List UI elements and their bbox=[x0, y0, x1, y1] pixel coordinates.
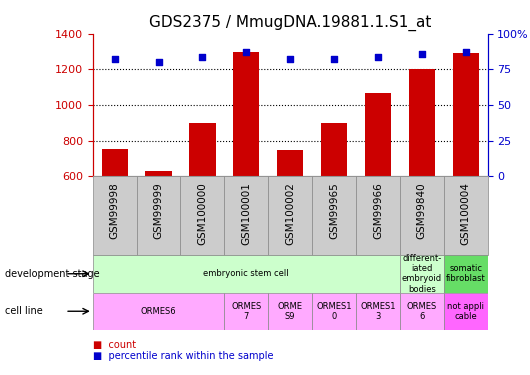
Bar bbox=[233, 52, 260, 283]
Bar bbox=[321, 123, 347, 283]
Bar bbox=[277, 150, 303, 283]
Text: somatic
fibroblast: somatic fibroblast bbox=[446, 264, 485, 284]
Bar bbox=[224, 176, 268, 255]
Text: GSM99965: GSM99965 bbox=[329, 183, 339, 239]
Point bbox=[462, 49, 470, 55]
Text: ■  percentile rank within the sample: ■ percentile rank within the sample bbox=[93, 351, 273, 361]
Bar bbox=[444, 176, 488, 255]
Point bbox=[198, 54, 207, 60]
Bar bbox=[356, 292, 400, 330]
Bar bbox=[268, 292, 312, 330]
Bar bbox=[137, 176, 181, 255]
Point bbox=[242, 49, 251, 55]
Text: ORMES6: ORMES6 bbox=[141, 307, 176, 316]
Text: cell line: cell line bbox=[5, 306, 43, 316]
Text: ORMES
7: ORMES 7 bbox=[231, 302, 261, 321]
Text: GSM100002: GSM100002 bbox=[285, 183, 295, 245]
Bar bbox=[93, 176, 137, 255]
Point bbox=[330, 56, 338, 62]
Text: GSM99999: GSM99999 bbox=[154, 183, 164, 239]
Bar bbox=[312, 292, 356, 330]
Text: ORMES
6: ORMES 6 bbox=[407, 302, 437, 321]
Text: ORMES1
3: ORMES1 3 bbox=[360, 302, 396, 321]
Bar bbox=[145, 171, 172, 283]
Point bbox=[418, 51, 426, 57]
Bar bbox=[93, 292, 224, 330]
Text: GSM100001: GSM100001 bbox=[241, 183, 251, 245]
Bar bbox=[224, 292, 268, 330]
Point bbox=[154, 59, 163, 65]
Text: ORMES1
0: ORMES1 0 bbox=[316, 302, 352, 321]
Bar bbox=[102, 148, 128, 283]
Title: GDS2375 / MmugDNA.19881.1.S1_at: GDS2375 / MmugDNA.19881.1.S1_at bbox=[149, 15, 431, 31]
Text: GSM100000: GSM100000 bbox=[198, 183, 207, 245]
Bar bbox=[93, 255, 400, 292]
Text: embryonic stem cell: embryonic stem cell bbox=[204, 269, 289, 278]
Bar bbox=[400, 176, 444, 255]
Text: GSM99966: GSM99966 bbox=[373, 183, 383, 239]
Bar bbox=[181, 176, 224, 255]
Text: GSM99998: GSM99998 bbox=[110, 183, 120, 239]
Text: GSM99840: GSM99840 bbox=[417, 183, 427, 239]
Bar bbox=[365, 93, 391, 283]
Point bbox=[374, 54, 382, 60]
Bar bbox=[268, 176, 312, 255]
Text: GSM100004: GSM100004 bbox=[461, 183, 471, 245]
Point bbox=[286, 56, 295, 62]
Bar bbox=[189, 123, 216, 283]
Point bbox=[110, 56, 119, 62]
Bar bbox=[400, 255, 444, 292]
Text: development stage: development stage bbox=[5, 269, 100, 279]
Text: different-
iated
embryoid
bodies: different- iated embryoid bodies bbox=[402, 254, 442, 294]
Text: ORME
S9: ORME S9 bbox=[278, 302, 303, 321]
Bar bbox=[453, 53, 479, 283]
Bar bbox=[444, 292, 488, 330]
Bar bbox=[444, 255, 488, 292]
Text: ■  count: ■ count bbox=[93, 340, 136, 350]
Bar bbox=[409, 69, 435, 283]
Bar bbox=[356, 176, 400, 255]
Bar bbox=[312, 176, 356, 255]
Bar bbox=[400, 292, 444, 330]
Text: not appli
cable: not appli cable bbox=[447, 302, 484, 321]
